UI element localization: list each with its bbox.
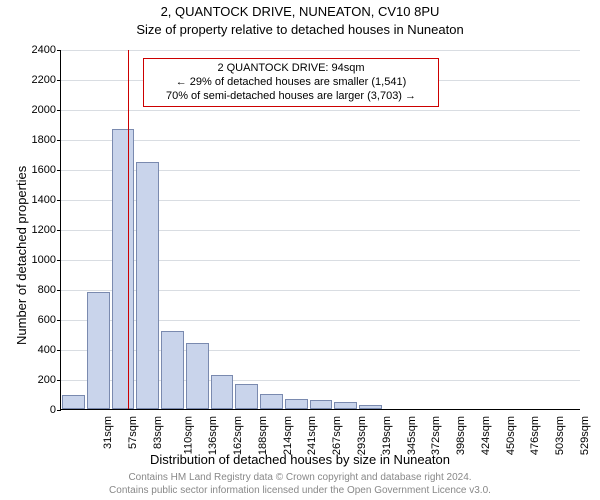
x-tick-label: 110sqm — [182, 416, 194, 454]
x-tick-label: 214sqm — [282, 416, 294, 455]
footer-line-1: Contains HM Land Registry data © Crown c… — [0, 472, 600, 483]
x-tick-label: 319sqm — [381, 416, 393, 455]
x-tick-label: 162sqm — [232, 416, 244, 455]
y-tick-mark — [57, 290, 61, 291]
histogram-bar — [334, 402, 357, 409]
y-tick-mark — [57, 230, 61, 231]
y-tick-label: 400 — [16, 344, 56, 356]
histogram-bar — [235, 384, 258, 410]
x-tick-label: 345sqm — [406, 416, 418, 455]
x-axis-label: Distribution of detached houses by size … — [0, 452, 600, 467]
x-tick-label: 529sqm — [579, 416, 591, 455]
y-tick-label: 2200 — [16, 74, 56, 86]
callout-line-3: 70% of semi-detached houses are larger (… — [150, 90, 432, 104]
plot-area: 31sqm57sqm83sqm110sqm136sqm162sqm188sqm2… — [60, 50, 580, 410]
histogram-bar — [62, 395, 85, 409]
y-tick-label: 2000 — [16, 104, 56, 116]
y-tick-mark — [57, 140, 61, 141]
y-tick-mark — [57, 50, 61, 51]
histogram-bar — [359, 405, 382, 410]
histogram-bar — [211, 375, 234, 410]
histogram-bar — [186, 343, 209, 409]
x-tick-label: 293sqm — [356, 416, 368, 455]
x-tick-label: 31sqm — [102, 416, 114, 449]
gridline-h — [61, 50, 580, 51]
x-tick-label: 398sqm — [455, 416, 467, 455]
x-tick-label: 450sqm — [505, 416, 517, 455]
histogram-bar — [260, 394, 283, 409]
x-tick-label: 83sqm — [152, 416, 164, 449]
x-tick-label: 372sqm — [430, 416, 442, 455]
reference-vline — [128, 50, 129, 409]
x-tick-label: 241sqm — [307, 416, 319, 455]
histogram-bar — [285, 399, 308, 410]
callout-line-1: 2 QUANTOCK DRIVE: 94sqm — [150, 62, 432, 76]
histogram-bar — [161, 331, 184, 409]
chart-container: 2, QUANTOCK DRIVE, NUNEATON, CV10 8PU Si… — [0, 0, 600, 500]
y-tick-mark — [57, 380, 61, 381]
y-tick-mark — [57, 110, 61, 111]
y-tick-mark — [57, 260, 61, 261]
y-tick-mark — [57, 410, 61, 411]
y-tick-mark — [57, 200, 61, 201]
y-axis-label: Number of detached properties — [14, 166, 29, 345]
gridline-h — [61, 140, 580, 141]
gridline-h — [61, 110, 580, 111]
x-tick-label: 136sqm — [208, 416, 220, 455]
histogram-bar — [136, 162, 159, 410]
y-tick-mark — [57, 170, 61, 171]
x-tick-label: 424sqm — [480, 416, 492, 455]
callout-box: 2 QUANTOCK DRIVE: 94sqm← 29% of detached… — [143, 58, 439, 107]
x-tick-label: 476sqm — [529, 416, 541, 455]
x-tick-label: 188sqm — [257, 416, 269, 455]
histogram-bar — [87, 292, 110, 409]
y-tick-label: 200 — [16, 374, 56, 386]
y-tick-label: 2400 — [16, 44, 56, 56]
y-tick-mark — [57, 320, 61, 321]
footer-line-2: Contains public sector information licen… — [0, 485, 600, 496]
y-tick-mark — [57, 350, 61, 351]
x-tick-label: 57sqm — [127, 416, 139, 449]
chart-title-sub: Size of property relative to detached ho… — [0, 22, 600, 37]
histogram-bar — [310, 400, 333, 409]
y-tick-label: 1800 — [16, 134, 56, 146]
callout-line-2: ← 29% of detached houses are smaller (1,… — [150, 76, 432, 90]
histogram-bar — [112, 129, 135, 410]
x-tick-label: 503sqm — [554, 416, 566, 455]
chart-title-main: 2, QUANTOCK DRIVE, NUNEATON, CV10 8PU — [0, 4, 600, 19]
y-tick-label: 0 — [16, 404, 56, 416]
x-tick-label: 267sqm — [331, 416, 343, 455]
y-tick-mark — [57, 80, 61, 81]
